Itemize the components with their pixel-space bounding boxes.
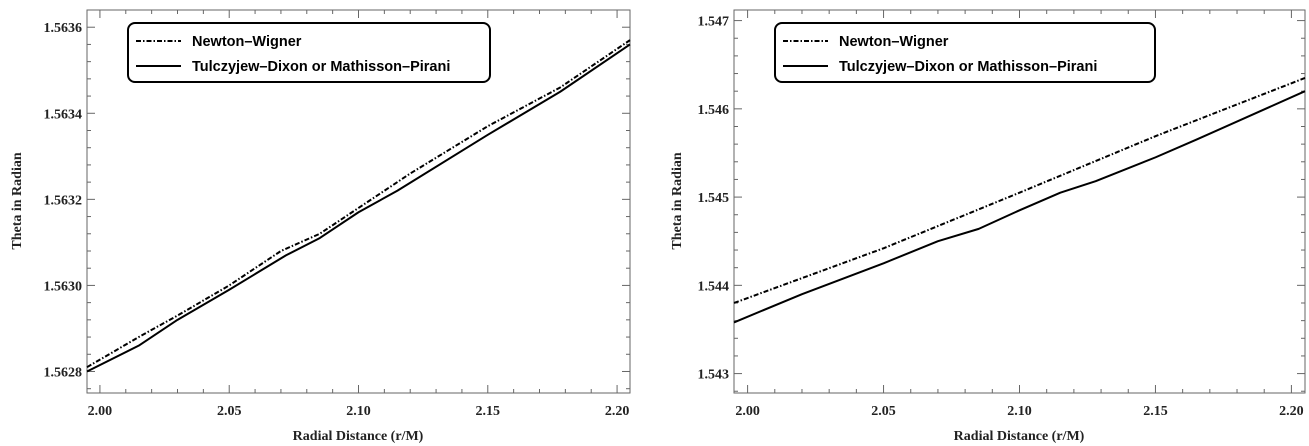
tick-labels: 2.00 2.05 2.10 2.15 2.20 1.5628 1.5630 1.5632 1.… (44, 21, 630, 419)
series-group (733, 77, 1306, 324)
x-tick-label: 2.15 (476, 404, 501, 419)
x-axis-title: Radial Distance (r/M) (954, 429, 1085, 444)
y-tick-label: 1.5630 (44, 279, 83, 294)
legend-label-tulczyjew-dixon: Tulczyjew–Dixon or Mathisson–Pirani (192, 59, 450, 75)
x-tick-label: 2.15 (1143, 404, 1168, 419)
tick-labels: 2.00 2.05 2.10 2.15 2.20 1.543 1.544 1.545 1.546… (698, 15, 1304, 419)
x-tick-label: 2.10 (1007, 404, 1032, 419)
chart-left: 2.00 2.05 2.10 2.15 2.20 1.5628 1.5630 1.5632 1.… (10, 9, 631, 444)
legend-label-newton-wigner: Newton–Wigner (192, 34, 302, 50)
legend: Newton–Wigner Tulczyjew–Dixon or Mathiss… (127, 22, 491, 83)
legend-box (127, 22, 491, 83)
series-group (86, 39, 631, 373)
x-axis-title: Radial Distance (r/M) (293, 429, 424, 444)
x-tick-label: 2.10 (346, 404, 371, 419)
minor-ticks (87, 9, 630, 393)
y-axis-title: Theta in Radian (670, 152, 685, 249)
y-axis-title: Theta in Radian (10, 152, 25, 249)
minor-ticks (734, 10, 1305, 393)
x-tick-label: 2.20 (1279, 404, 1304, 419)
major-ticks (87, 10, 630, 393)
y-tick-label: 1.5628 (44, 365, 83, 380)
y-tick-label: 1.5636 (44, 21, 83, 36)
series-line-tulczyjew-dixon (733, 90, 1306, 324)
x-tick-label: 2.05 (217, 404, 242, 419)
series-line-newton-wigner (86, 39, 631, 369)
series-line-newton-wigner (733, 77, 1306, 304)
legend-label-newton-wigner: Newton–Wigner (839, 34, 949, 50)
y-tick-label: 1.545 (698, 191, 730, 206)
y-tick-label: 1.543 (698, 368, 730, 383)
legend-label-tulczyjew-dixon: Tulczyjew–Dixon or Mathisson–Pirani (839, 59, 1097, 75)
chart-right: 2.00 2.05 2.10 2.15 2.20 1.543 1.544 1.545 1.546… (670, 9, 1306, 444)
x-tick-label: 2.20 (605, 404, 630, 419)
x-tick-label: 2.05 (871, 404, 896, 419)
x-tick-label: 2.00 (88, 404, 113, 419)
legend: Newton–Wigner Tulczyjew–Dixon or Mathiss… (774, 22, 1156, 83)
y-tick-label: 1.5632 (44, 193, 83, 208)
major-ticks (734, 10, 1305, 393)
y-tick-label: 1.5634 (44, 107, 83, 122)
y-tick-label: 1.547 (698, 15, 730, 30)
series-line-tulczyjew-dixon (86, 43, 631, 373)
y-tick-label: 1.546 (698, 103, 730, 118)
legend-box (774, 22, 1156, 83)
x-tick-label: 2.00 (735, 404, 760, 419)
y-tick-label: 1.544 (698, 279, 730, 294)
